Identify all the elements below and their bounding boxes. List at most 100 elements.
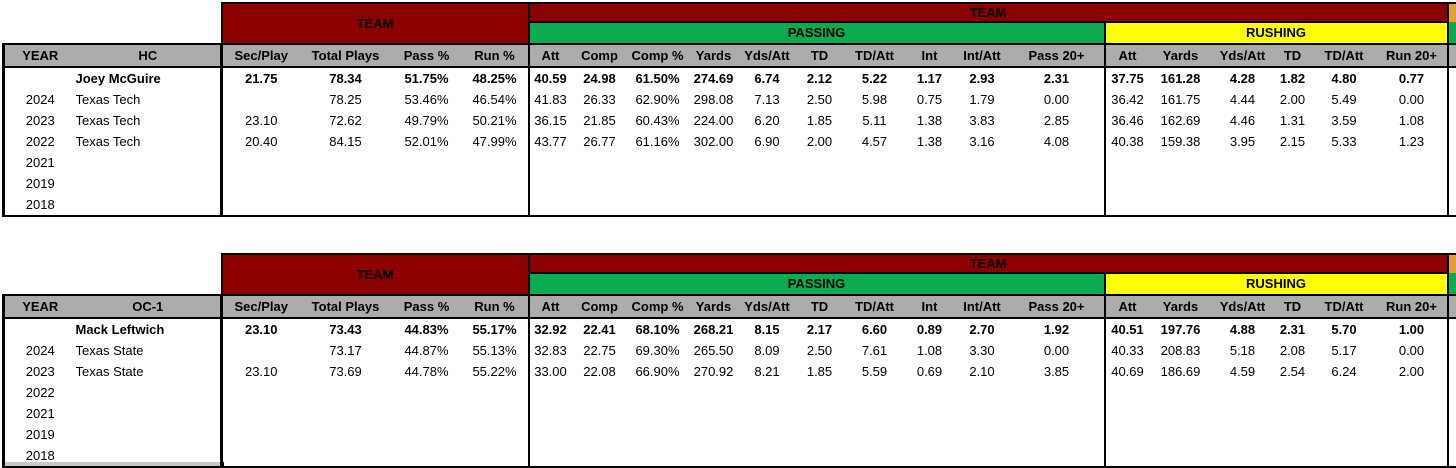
stat-cell	[1376, 382, 1449, 403]
stat-cell	[461, 194, 530, 217]
stat-cell	[300, 173, 392, 194]
stat-cell	[1376, 194, 1449, 217]
team-name-cell: Joey McGuire	[75, 67, 223, 89]
team-name-cell: Texas Tech	[75, 89, 223, 110]
stat-cell: 162.69	[1160, 113, 1201, 128]
stat-cell	[1376, 445, 1449, 468]
next-section-sliver-cell	[1446, 382, 1456, 403]
stat-cell	[628, 382, 688, 403]
stat-cell: 7.13	[754, 92, 780, 107]
column-header: Comp %	[627, 43, 688, 68]
stat-cell	[220, 340, 300, 361]
stat-cell	[220, 152, 300, 173]
stat-cell: 69.30%	[635, 343, 680, 358]
stat-cell: 43.77	[527, 131, 572, 152]
table-row: 2024 Texas State 73.17 44.87% 55.13% 32.83 22.…	[2, 340, 1456, 361]
stat-cell: 50.21%	[461, 110, 530, 131]
team-band-left: TEAM	[220, 2, 530, 45]
stat-cell	[845, 382, 905, 403]
stat-cell	[1211, 194, 1274, 217]
table-row: 2024 Texas Tech 78.25 53.46% 46.54% 41.83 26.3…	[2, 89, 1456, 110]
stat-cell: 161.28	[1160, 71, 1201, 86]
team-name-cell: Texas Tech	[75, 131, 223, 152]
next-section-sliver-cell	[1446, 194, 1456, 217]
stat-cell	[527, 194, 572, 217]
stat-cell	[392, 173, 462, 194]
stat-cell	[1376, 152, 1449, 173]
next-section-sliver-cell	[1446, 403, 1456, 424]
stat-cell: 0.00	[1376, 340, 1449, 361]
stat-cell: 3.59	[1331, 113, 1357, 128]
team-band-left: TEAM	[220, 253, 530, 296]
next-section-sliver-cell	[1446, 173, 1456, 194]
column-header: Comp %	[627, 294, 688, 319]
stat-cell: 0.00	[1043, 343, 1070, 358]
stat-cell: 40.38	[1103, 131, 1150, 152]
stat-cell: 268.21	[693, 322, 734, 337]
stat-cell: 1.08	[916, 343, 943, 358]
next-section-sliver-green	[1446, 273, 1456, 295]
column-header-row: YEAR HC Sec/Play Total Plays Pass % Run % Att C…	[2, 43, 1456, 68]
stat-cell	[795, 382, 845, 403]
stat-cell	[795, 403, 845, 424]
stat-cell: 8.21	[754, 364, 780, 379]
stat-cell	[1311, 194, 1377, 217]
stat-cell	[845, 173, 905, 194]
band-row-sections: PASSING RUSHING	[4, 272, 1456, 296]
stat-cell	[300, 424, 392, 445]
stat-cell	[1103, 424, 1150, 445]
stat-cell	[1009, 445, 1105, 468]
stat-cell: 78.34	[329, 71, 362, 86]
next-section-sliver-cell	[1446, 318, 1456, 340]
stat-cell: 1.08	[1376, 110, 1449, 131]
stat-cell: 44.78%	[404, 364, 449, 379]
stat-cell: 1.31	[1279, 113, 1306, 128]
year-cell: 2019	[2, 173, 76, 194]
stat-cell: 4.59	[1229, 364, 1256, 379]
stat-cell: 73.17	[329, 343, 362, 358]
column-header: TD/Att	[1311, 294, 1377, 319]
team-band-right: TEAM	[527, 253, 1449, 274]
stat-cell	[954, 445, 1010, 468]
next-section-sliver-green	[1446, 22, 1456, 44]
stat-cell	[1212, 424, 1274, 445]
stat-cell: 2.00	[1376, 361, 1449, 382]
stat-cell	[461, 445, 530, 468]
stat-cell	[1103, 382, 1150, 403]
team-name-cell: Texas Tech	[75, 110, 223, 131]
stat-cell	[628, 424, 688, 445]
blank-corner	[3, 254, 222, 295]
column-header: Att	[527, 294, 572, 319]
stat-cell	[628, 403, 688, 424]
stat-cell	[1312, 382, 1377, 403]
stat-cell: 0.75	[916, 92, 943, 107]
column-header: Yds/Att	[739, 294, 795, 319]
table-row: 2018	[2, 194, 1456, 217]
column-header: Int	[904, 43, 955, 68]
stat-cell	[905, 382, 955, 403]
stat-cell: 4.80	[1331, 71, 1357, 86]
stat-cell	[1009, 194, 1105, 217]
stat-cell: 46.54%	[461, 89, 530, 110]
column-header: Int/Att	[954, 43, 1010, 68]
column-header: Int	[904, 294, 955, 319]
stat-cell: 1.38	[916, 113, 943, 128]
hc-stats-table: TEAM TEAM PASSING RUSHING YEAR HC Sec/Play Tota…	[2, 2, 1456, 217]
stat-cell: 4.88	[1229, 322, 1256, 337]
stat-cell: 40.33	[1103, 340, 1150, 361]
stat-cell: 36.46	[1103, 110, 1150, 131]
stat-cell	[461, 152, 530, 173]
stat-cell: 6.24	[1331, 364, 1357, 379]
stat-cell: 4.44	[1229, 92, 1256, 107]
stat-cell: 5.98	[861, 92, 888, 107]
column-header: Run 20+	[1376, 294, 1449, 319]
stat-cell: 4.46	[1229, 113, 1256, 128]
stat-cell	[795, 424, 845, 445]
band-row-team: TEAM TEAM	[3, 253, 1456, 296]
stat-cell	[1010, 382, 1105, 403]
stat-cell: 40.51	[1103, 318, 1150, 340]
stat-cell	[844, 445, 905, 468]
table-row: 2019	[2, 424, 1456, 445]
stat-cell: 2.85	[1043, 113, 1070, 128]
year-cell	[2, 318, 76, 340]
